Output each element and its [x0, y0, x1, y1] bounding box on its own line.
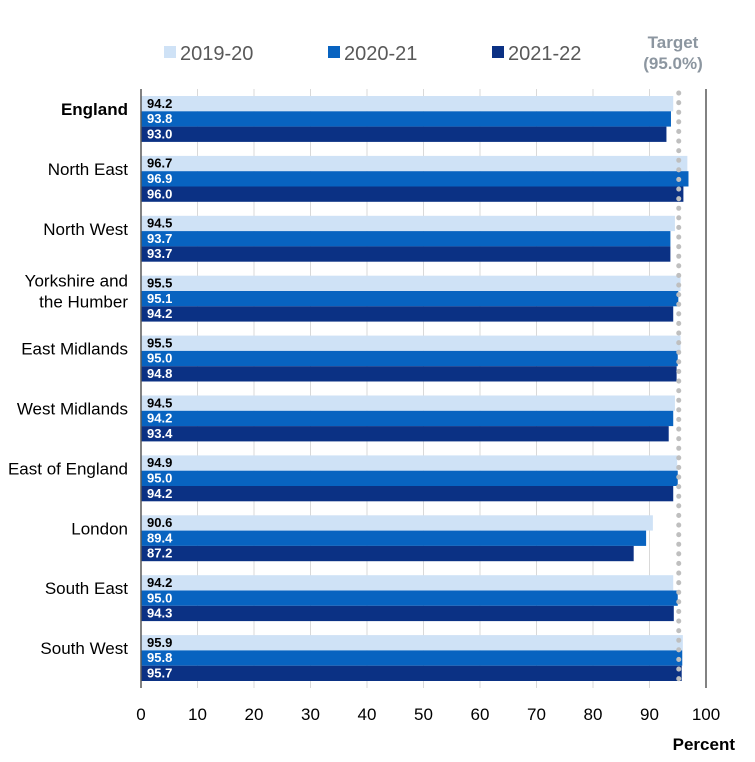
data-label: 95.8	[147, 650, 172, 665]
category-label: North East	[48, 160, 129, 179]
data-label: 96.9	[147, 171, 172, 186]
category-label: England	[61, 100, 128, 119]
data-label: 94.5	[147, 395, 172, 410]
category-label: East of England	[8, 459, 128, 478]
category-label: Yorkshire and the Humber	[25, 272, 129, 312]
legend: 2019-20 2020-21 2021-22	[164, 43, 581, 65]
data-label: 94.5	[147, 216, 172, 231]
x-tick-label: 80	[584, 705, 603, 724]
bar	[141, 246, 671, 262]
x-tick-label: 70	[527, 705, 546, 724]
x-tick-label: 90	[640, 705, 659, 724]
bar	[141, 231, 671, 247]
bar	[141, 515, 653, 531]
legend-swatch	[328, 46, 340, 58]
bar	[141, 486, 674, 502]
bar	[141, 96, 674, 112]
bars: 94.293.893.096.796.996.094.593.793.795.5…	[141, 96, 689, 681]
data-label: 95.5	[147, 335, 172, 350]
bar	[141, 665, 682, 681]
data-label: 94.2	[147, 575, 172, 590]
bar	[141, 455, 678, 471]
bar	[141, 111, 671, 127]
x-tick-label: 40	[358, 705, 377, 724]
data-label: 94.2	[147, 306, 172, 321]
bar	[141, 215, 675, 232]
x-tick-label: 60	[471, 705, 490, 724]
bar	[141, 426, 669, 442]
category-label: North West	[43, 220, 128, 239]
bar	[141, 410, 674, 427]
data-label: 94.2	[147, 96, 172, 111]
bar	[141, 635, 683, 651]
bar	[141, 275, 681, 291]
x-axis-title: Percent	[673, 735, 736, 754]
data-label: 95.0	[147, 471, 172, 486]
data-label: 93.4	[147, 426, 173, 441]
bar	[141, 575, 674, 591]
target-label-line: (95.0%)	[643, 54, 703, 73]
x-tick-label: 20	[245, 705, 264, 724]
data-label: 87.2	[147, 546, 172, 561]
data-label: 93.8	[147, 111, 172, 126]
data-label: 95.0	[147, 590, 172, 605]
bar	[141, 350, 678, 367]
data-label: 95.0	[147, 351, 172, 366]
bar	[141, 155, 688, 172]
data-label: 95.9	[147, 635, 172, 650]
category-label: West Midlands	[17, 400, 128, 419]
data-label: 95.1	[147, 291, 172, 306]
tick-labels: 0 10 20 30 40 50 60 70 80 90 100	[136, 705, 720, 724]
data-label: 94.8	[147, 366, 172, 381]
axes	[140, 89, 707, 688]
data-label: 95.5	[147, 276, 172, 291]
x-tick-label: 30	[301, 705, 320, 724]
category-label: London	[71, 519, 128, 538]
data-label: 95.7	[147, 666, 172, 681]
data-label: 94.2	[147, 411, 172, 426]
category-label: East Midlands	[21, 340, 128, 359]
bar	[141, 545, 634, 562]
bar	[141, 650, 683, 666]
data-label: 90.6	[147, 515, 172, 530]
legend-swatch	[164, 46, 176, 58]
bar	[141, 306, 674, 322]
bar	[141, 605, 674, 622]
data-label: 96.7	[147, 156, 172, 171]
data-label: 93.7	[147, 246, 172, 261]
bar	[141, 171, 689, 187]
bar	[141, 530, 647, 546]
x-tick-label: 100	[692, 705, 720, 724]
category-labels: England North East North West Yorkshire and…	[8, 100, 128, 658]
legend-swatch	[492, 46, 504, 58]
legend-label: 2021-22	[508, 43, 581, 65]
category-label: South West	[40, 639, 128, 658]
x-tick-label: 0	[136, 705, 145, 724]
legend-label: 2019-20	[180, 43, 253, 65]
target-label: Target (95.0%)	[643, 33, 703, 73]
bar	[141, 590, 678, 606]
data-label: 94.9	[147, 455, 172, 470]
data-label: 96.0	[147, 186, 172, 201]
target-label-line: Target	[648, 33, 699, 52]
data-label: 94.2	[147, 486, 172, 501]
x-tick-label: 50	[414, 705, 433, 724]
x-tick-label: 10	[188, 705, 207, 724]
data-label: 89.4	[147, 530, 173, 545]
category-label: South East	[45, 579, 128, 598]
bar	[141, 291, 679, 307]
bar	[141, 470, 678, 486]
bar	[141, 395, 675, 411]
bar	[141, 335, 681, 351]
data-label: 93.0	[147, 126, 172, 141]
legend-label: 2020-21	[344, 43, 417, 65]
bar	[141, 366, 677, 382]
bar	[141, 186, 684, 202]
data-label: 94.3	[147, 606, 172, 621]
bar	[141, 126, 667, 142]
data-label: 93.7	[147, 231, 172, 246]
